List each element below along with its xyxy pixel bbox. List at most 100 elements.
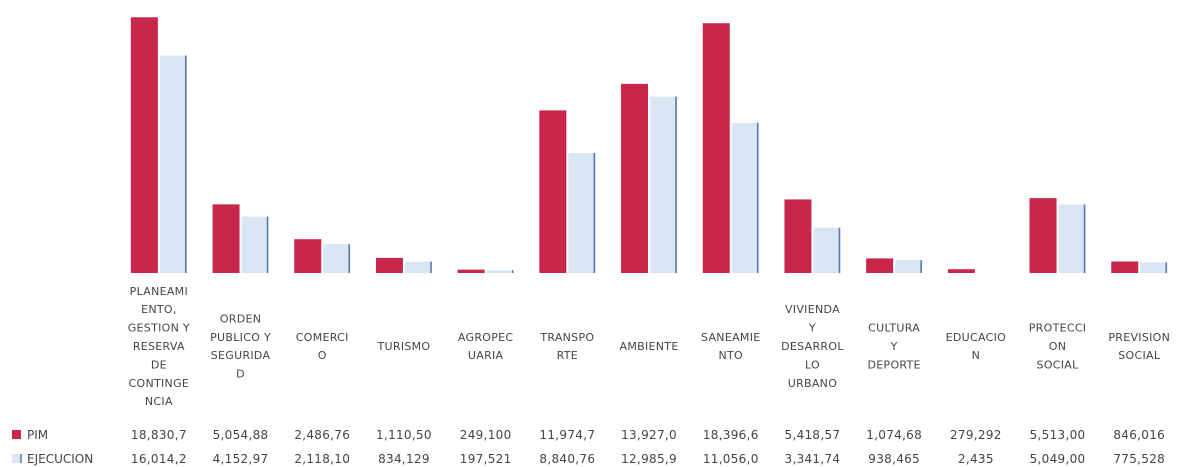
category-label: RTE [557, 349, 578, 362]
bar-pim [621, 83, 649, 273]
bar-pim [1029, 198, 1057, 273]
value-label-ejecucion: 834,129 [378, 452, 430, 466]
legend-label-ejecucion: EJECUCION [27, 452, 93, 466]
category-label: O [318, 349, 327, 362]
bar-ejecucion-fill [731, 122, 759, 273]
legend-label-pim: PIM [27, 428, 48, 442]
category-label: AMBIENTE [620, 340, 679, 353]
category-label: SEGURIDA [211, 349, 271, 362]
bar-ejecucion-fill [813, 227, 841, 273]
bar-ejecucion [650, 96, 678, 273]
bar-ejecucion [486, 270, 514, 273]
bar-pim [1111, 261, 1139, 273]
value-label-pim: 18,830,7 [131, 428, 187, 442]
category-label: CULTURA [868, 322, 920, 335]
bar-pim [947, 269, 975, 273]
category-label: NCIA [145, 395, 173, 408]
category-label: UARIA [468, 349, 504, 362]
category-label: TURISMO [377, 340, 431, 353]
category-label: PUBLICO Y [210, 331, 271, 344]
value-label-ejecucion: 197,521 [460, 452, 512, 466]
category-label: GESTION Y [128, 322, 190, 335]
bar-pim [784, 199, 812, 273]
category-axis: PLANEAMI ENTO, GESTION Y RESERVA DE CONTINGE N… [128, 285, 1170, 408]
category-label: PLANEAMI [130, 285, 188, 298]
bar-ejecucion-fill [895, 260, 923, 273]
category-label: ORDEN [220, 312, 261, 325]
value-label-pim: 249,100 [460, 428, 512, 442]
category-label: PROTECCI [1029, 322, 1087, 335]
value-label-ejecucion: 16,014,2 [131, 452, 187, 466]
bar-ejecucion-fill [486, 270, 514, 273]
bar-pim [212, 204, 240, 273]
bar-ejecucion [404, 261, 432, 273]
value-label-pim: 1,110,50 [376, 428, 432, 442]
bar-ejecucion-fill [650, 96, 678, 273]
bar-ejecucion [159, 55, 187, 273]
category-label: DESARROL [781, 340, 844, 353]
bar-pim [457, 269, 485, 273]
value-label-pim: 5,054,88 [213, 428, 269, 442]
category-label: EDUCACIO [946, 331, 1007, 344]
category-label: Y [808, 322, 816, 335]
value-label-ejecucion: 11,056,0 [703, 452, 759, 466]
category-label: AGROPEC [458, 331, 514, 344]
category-label: Y [890, 340, 898, 353]
value-label-pim: 1,074,68 [866, 428, 922, 442]
category-label: SOCIAL [1037, 358, 1080, 371]
bar-ejecucion-fill [568, 152, 596, 273]
legend-swatch-pim [12, 430, 21, 439]
legend-ejecucion: EJECUCION [12, 452, 93, 466]
bar-ejecucion [568, 152, 596, 273]
value-label-pim: 5,418,57 [785, 428, 841, 442]
category-label: DEPORTE [867, 358, 920, 371]
bar-ejecucion-fill [1140, 262, 1168, 273]
category-label: CONTINGE [129, 377, 190, 390]
category-label: COMERCI [296, 331, 349, 344]
category-label: SANEAMIE [701, 331, 761, 344]
plot-area [130, 17, 1168, 273]
category-label: VIVIENDA [785, 303, 840, 316]
value-label-pim: 11,974,7 [539, 428, 595, 442]
value-label-ejecucion: 2,435 [958, 452, 994, 466]
value-label-ejecucion: 3,341,74 [785, 452, 841, 466]
bar-ejecucion [323, 244, 351, 273]
bar-ejecucion-fill [241, 216, 269, 273]
category-label: D [236, 368, 245, 381]
category-label: ON [1049, 340, 1067, 353]
category-label: DE [151, 358, 167, 371]
value-label-pim: 5,513,00 [1030, 428, 1086, 442]
category-label: LO [805, 358, 820, 371]
category-label: SOCIAL [1118, 349, 1161, 362]
bar-ejecucion-fill [323, 244, 351, 273]
category-label: N [972, 349, 981, 362]
bar-pim [539, 110, 567, 273]
bar-ejecucion-fill [1058, 204, 1086, 273]
category-label: NTO [718, 349, 743, 362]
value-label-pim: 2,486,76 [294, 428, 350, 442]
category-label: ENTO, [141, 303, 177, 316]
value-label-ejecucion: 775,528 [1113, 452, 1165, 466]
value-label-pim: 279,292 [950, 428, 1002, 442]
value-label-pim: 18,396,6 [703, 428, 759, 442]
bar-pim [866, 258, 894, 273]
bar-pim [130, 17, 158, 273]
bar-ejecucion-fill [404, 261, 432, 273]
bar-pim [294, 239, 322, 273]
legend-swatch-ejecucion [12, 454, 21, 463]
value-label-ejecucion: 5,049,00 [1030, 452, 1086, 466]
value-label-ejecucion: 938,465 [868, 452, 920, 466]
category-label: TRANSPO [539, 331, 594, 344]
value-label-ejecucion: 8,840,76 [539, 452, 595, 466]
bar-ejecucion [1058, 204, 1086, 273]
value-label-pim: 846,016 [1113, 428, 1165, 442]
value-label-ejecucion: 12,985,9 [621, 452, 677, 466]
bar-ejecucion [241, 216, 269, 273]
data-table: 18,830,7 16,014,2 5,054,88 4,152,97 2,486,76… [12, 428, 1165, 466]
legend-pim: PIM [12, 428, 48, 442]
bar-pim [375, 257, 403, 273]
bar-pim [702, 23, 730, 273]
value-label-ejecucion: 2,118,10 [294, 452, 350, 466]
value-label-ejecucion: 4,152,97 [213, 452, 269, 466]
